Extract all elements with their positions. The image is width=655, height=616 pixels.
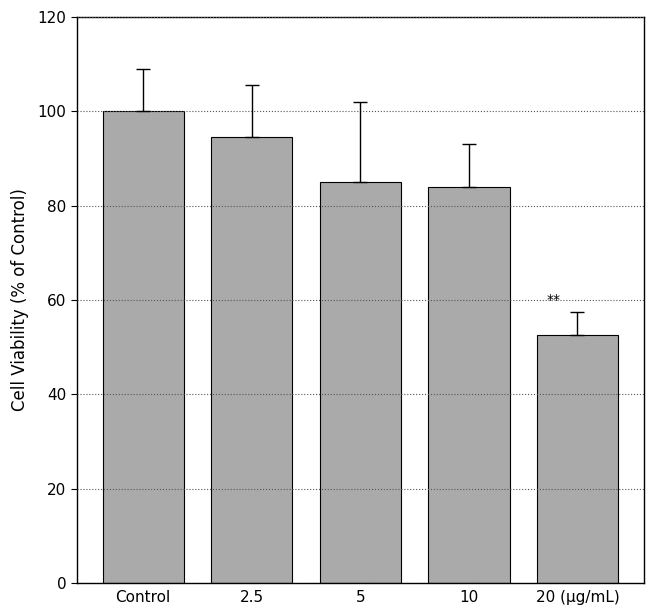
Bar bbox=[103, 111, 184, 583]
Text: **: ** bbox=[546, 293, 561, 307]
Bar bbox=[211, 137, 293, 583]
Y-axis label: Cell Viability (% of Control): Cell Viability (% of Control) bbox=[11, 188, 29, 411]
Bar bbox=[536, 335, 618, 583]
Bar bbox=[320, 182, 401, 583]
Bar bbox=[428, 187, 510, 583]
